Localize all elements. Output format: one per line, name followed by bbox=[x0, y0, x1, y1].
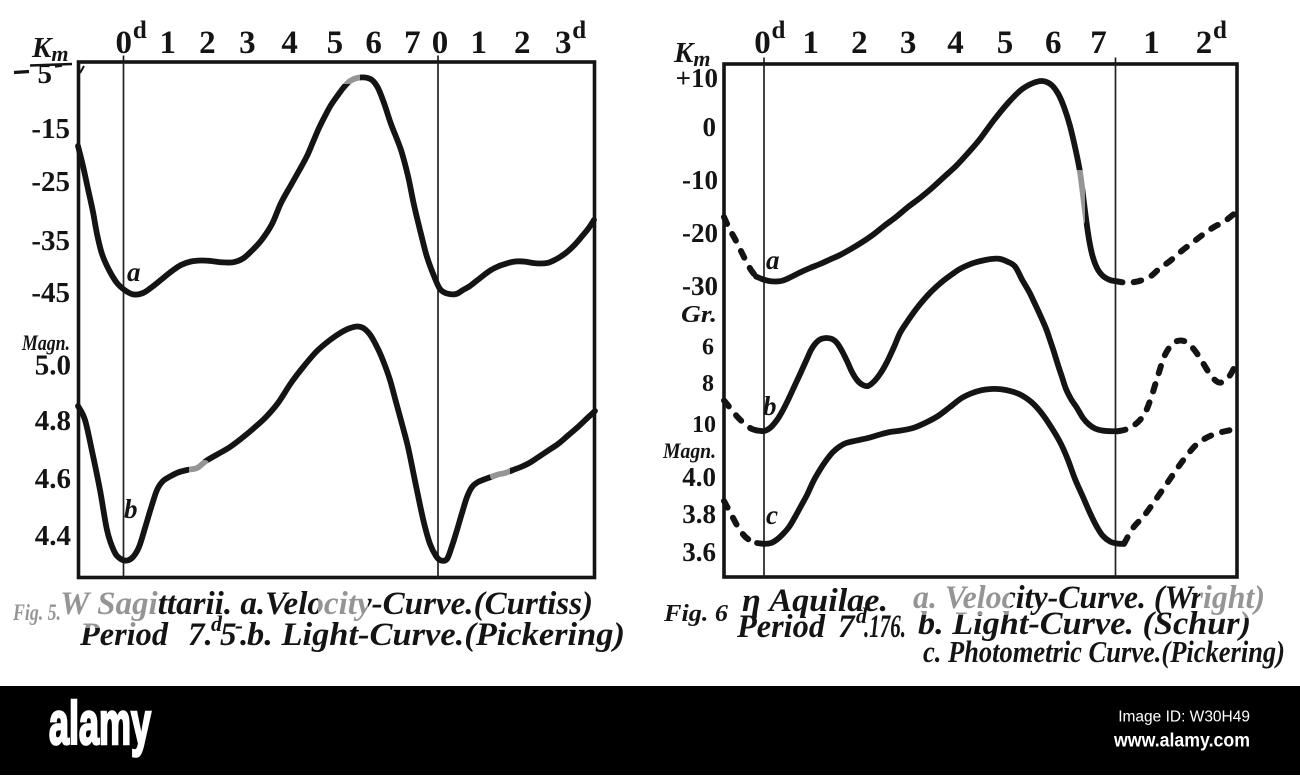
svg-text:1: 1 bbox=[1143, 25, 1160, 61]
svg-text:b. Light-Curve.(Pickering): b. Light-Curve.(Pickering) bbox=[247, 617, 625, 653]
svg-text:d: d bbox=[772, 17, 786, 44]
svg-text:d: d bbox=[1213, 17, 1227, 44]
svg-text:7: 7 bbox=[1090, 25, 1107, 61]
svg-text:5: 5 bbox=[38, 58, 53, 90]
svg-text:3: 3 bbox=[239, 25, 256, 61]
svg-text:3: 3 bbox=[900, 25, 917, 61]
svg-text:5: 5 bbox=[327, 25, 344, 61]
svg-text:5.0: 5.0 bbox=[35, 350, 71, 382]
svg-text:7: 7 bbox=[404, 25, 421, 61]
svg-text:2: 2 bbox=[851, 25, 868, 61]
svg-text:Magn.: Magn. bbox=[21, 330, 70, 355]
svg-text:1: 1 bbox=[471, 25, 488, 61]
svg-text:4.6: 4.6 bbox=[35, 463, 71, 495]
svg-text:10: 10 bbox=[692, 412, 716, 438]
svg-text:η Aquilae.: η Aquilae. bbox=[742, 583, 888, 619]
svg-text:2: 2 bbox=[1196, 25, 1213, 61]
svg-text:-35: -35 bbox=[31, 225, 70, 257]
svg-text:-: - bbox=[235, 613, 243, 639]
svg-text:6: 6 bbox=[702, 335, 714, 361]
svg-text:a: a bbox=[766, 245, 780, 275]
svg-text:b: b bbox=[124, 494, 138, 524]
svg-text:-15: -15 bbox=[31, 113, 70, 145]
svg-text:-45: -45 bbox=[31, 277, 70, 309]
svg-text:d: d bbox=[856, 603, 868, 628]
svg-text:3.6: 3.6 bbox=[682, 537, 716, 567]
svg-text:-10: -10 bbox=[682, 165, 718, 195]
svg-text:4.4: 4.4 bbox=[35, 520, 71, 552]
svg-text:b: b bbox=[763, 391, 777, 421]
svg-text:-30: -30 bbox=[682, 271, 718, 301]
svg-text:4.0: 4.0 bbox=[682, 462, 716, 492]
svg-text:.: . bbox=[240, 617, 248, 653]
svg-text:a: a bbox=[127, 257, 141, 287]
svg-text:0: 0 bbox=[754, 25, 771, 61]
svg-text:Image ID: W30H49: Image ID: W30H49 bbox=[1118, 709, 1250, 726]
svg-text:2: 2 bbox=[514, 25, 531, 61]
svg-text:.176.: .176. bbox=[864, 609, 906, 645]
svg-text:8: 8 bbox=[702, 371, 714, 397]
svg-text:5: 5 bbox=[220, 617, 237, 653]
svg-text:3: 3 bbox=[555, 25, 572, 61]
svg-text:alamy: alamy bbox=[49, 690, 151, 757]
svg-text:d: d bbox=[572, 17, 586, 44]
svg-text:d: d bbox=[133, 17, 147, 44]
svg-text:4: 4 bbox=[947, 25, 964, 61]
svg-text:1: 1 bbox=[159, 25, 176, 61]
svg-text:Fig. 6: Fig. 6 bbox=[663, 601, 728, 627]
svg-text:+10: +10 bbox=[676, 63, 718, 93]
svg-text:c. Photometric Curve.(Pickerin: c. Photometric Curve.(Pickering) bbox=[923, 634, 1285, 669]
svg-text:7: 7 bbox=[838, 609, 856, 645]
svg-text:6: 6 bbox=[365, 25, 382, 61]
svg-text:0: 0 bbox=[703, 112, 717, 142]
svg-text:6: 6 bbox=[1045, 25, 1062, 61]
svg-text:d: d bbox=[211, 611, 223, 636]
svg-text:4.8: 4.8 bbox=[35, 405, 71, 437]
svg-text:-25: -25 bbox=[31, 166, 70, 198]
svg-text:7.: 7. bbox=[188, 617, 213, 653]
svg-text:Period: Period bbox=[736, 609, 825, 645]
svg-text:www.alamy.com: www.alamy.com bbox=[1113, 731, 1250, 752]
svg-text:Gr.: Gr. bbox=[681, 302, 717, 328]
svg-text:0: 0 bbox=[432, 25, 449, 61]
svg-text:2: 2 bbox=[199, 25, 216, 61]
svg-text:3.8: 3.8 bbox=[682, 499, 716, 529]
svg-text:4: 4 bbox=[281, 25, 298, 61]
svg-text:0: 0 bbox=[116, 25, 133, 61]
svg-text:-20: -20 bbox=[682, 218, 718, 248]
svg-text:1: 1 bbox=[802, 25, 819, 61]
svg-text:Magn.: Magn. bbox=[662, 438, 716, 463]
svg-text:5: 5 bbox=[997, 25, 1014, 61]
svg-text:c: c bbox=[766, 500, 778, 530]
